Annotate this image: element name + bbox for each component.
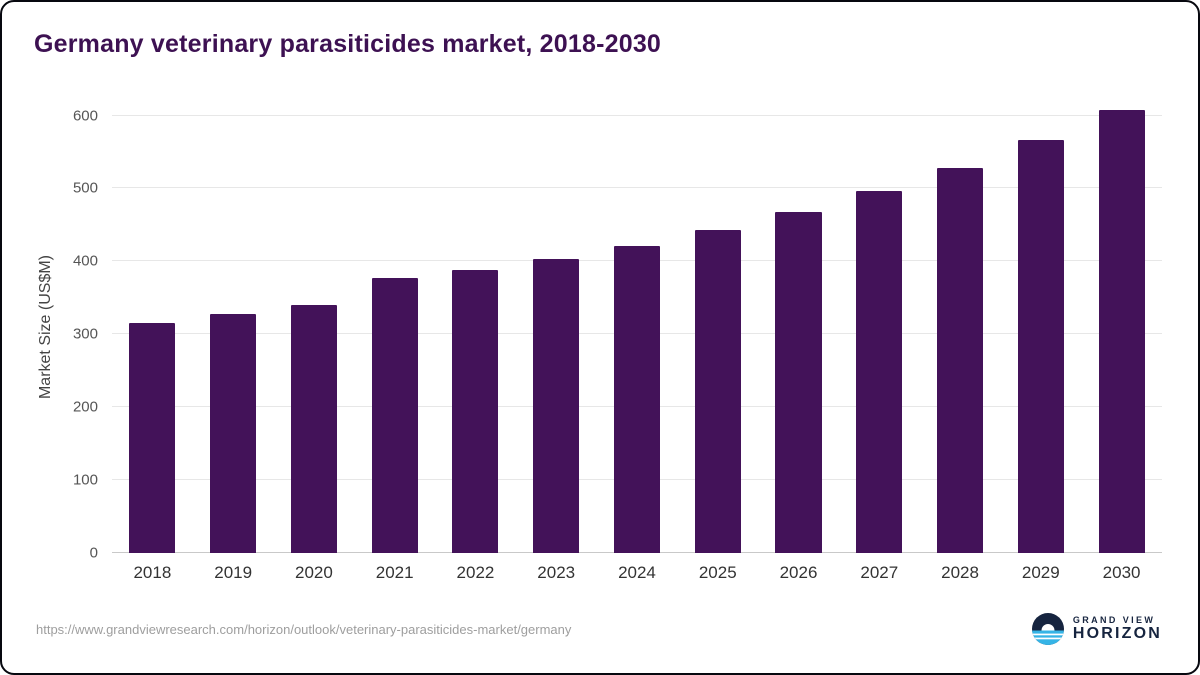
y-tick-label: 600	[72, 107, 98, 125]
x-tick-label: 2021	[375, 563, 414, 582]
bar-column	[516, 101, 597, 553]
footer: https://www.grandviewresearch.com/horizo…	[36, 613, 1162, 645]
bar-column	[597, 101, 678, 553]
bar-column	[920, 101, 1001, 553]
x-tick-label: 2023	[537, 563, 576, 582]
bar-2029	[1017, 140, 1064, 553]
x-tick-label: 2030	[1102, 563, 1141, 582]
y-axis-title: Market Size (US$M)	[37, 254, 54, 400]
bar-2020	[290, 305, 337, 553]
bar-column	[1081, 101, 1162, 553]
x-axis-labels: 2018 2019 2020 2021 2022 2023 2024 2025 2026 2027…	[112, 563, 1162, 583]
bar-column	[435, 101, 516, 553]
x-tick-label: 2020	[295, 563, 333, 582]
gridline	[112, 114, 1162, 116]
bar-2021	[371, 278, 418, 553]
source-url: https://www.grandviewresearch.com/horizo…	[36, 621, 572, 637]
brand-name-bottom: HORIZON	[1072, 624, 1162, 642]
bar-column	[193, 101, 274, 553]
brand-name-top: GRAND VIEW	[1072, 614, 1156, 625]
y-tick-label: 500	[72, 179, 98, 197]
bar-2023	[533, 259, 580, 553]
x-tick-label: 2019	[214, 563, 253, 582]
bar-2022	[452, 270, 499, 553]
chart-title: Germany veterinary parasiticides market,…	[34, 30, 662, 58]
y-tick-label: 100	[72, 471, 98, 489]
bar-2030	[1098, 110, 1145, 553]
y-tick-label: 300	[72, 325, 98, 343]
bar-column	[758, 101, 839, 553]
horizon-logo-icon	[1031, 613, 1064, 645]
bar-column	[839, 101, 920, 553]
bar-column	[1000, 101, 1081, 553]
bar-2024	[613, 246, 660, 553]
bar-2025	[694, 230, 741, 553]
bar-2028	[937, 168, 984, 553]
bar-2027	[856, 191, 903, 553]
x-tick-label: 2024	[618, 563, 656, 582]
bar-2018	[129, 323, 176, 553]
x-tick-label: 2029	[1021, 563, 1060, 582]
x-tick-label: 2027	[860, 563, 899, 582]
y-tick-label: 200	[72, 398, 98, 416]
gridline	[112, 187, 1162, 189]
bar-2019	[210, 313, 257, 553]
bars-row	[112, 101, 1162, 553]
y-tick-label: 400	[72, 252, 98, 270]
x-tick-label: 2026	[779, 563, 818, 582]
plot-area: Market Size (US$M) 0 100 200 300 400 500 600	[37, 101, 1162, 562]
x-tick-label: 2028	[941, 563, 979, 582]
brand-text: GRAND VIEW HORIZON	[1073, 615, 1162, 644]
bar-column	[677, 101, 758, 553]
x-tick-label: 2022	[456, 563, 495, 582]
y-tick-label: 0	[89, 544, 98, 562]
bar-column	[112, 101, 193, 553]
brand-logo: GRAND VIEW HORIZON	[1031, 613, 1162, 645]
x-tick-label: 2025	[698, 563, 737, 582]
bar-2026	[775, 211, 822, 553]
bar-column	[354, 101, 435, 553]
x-tick-label: 2018	[133, 563, 172, 582]
bar-column	[274, 101, 355, 553]
